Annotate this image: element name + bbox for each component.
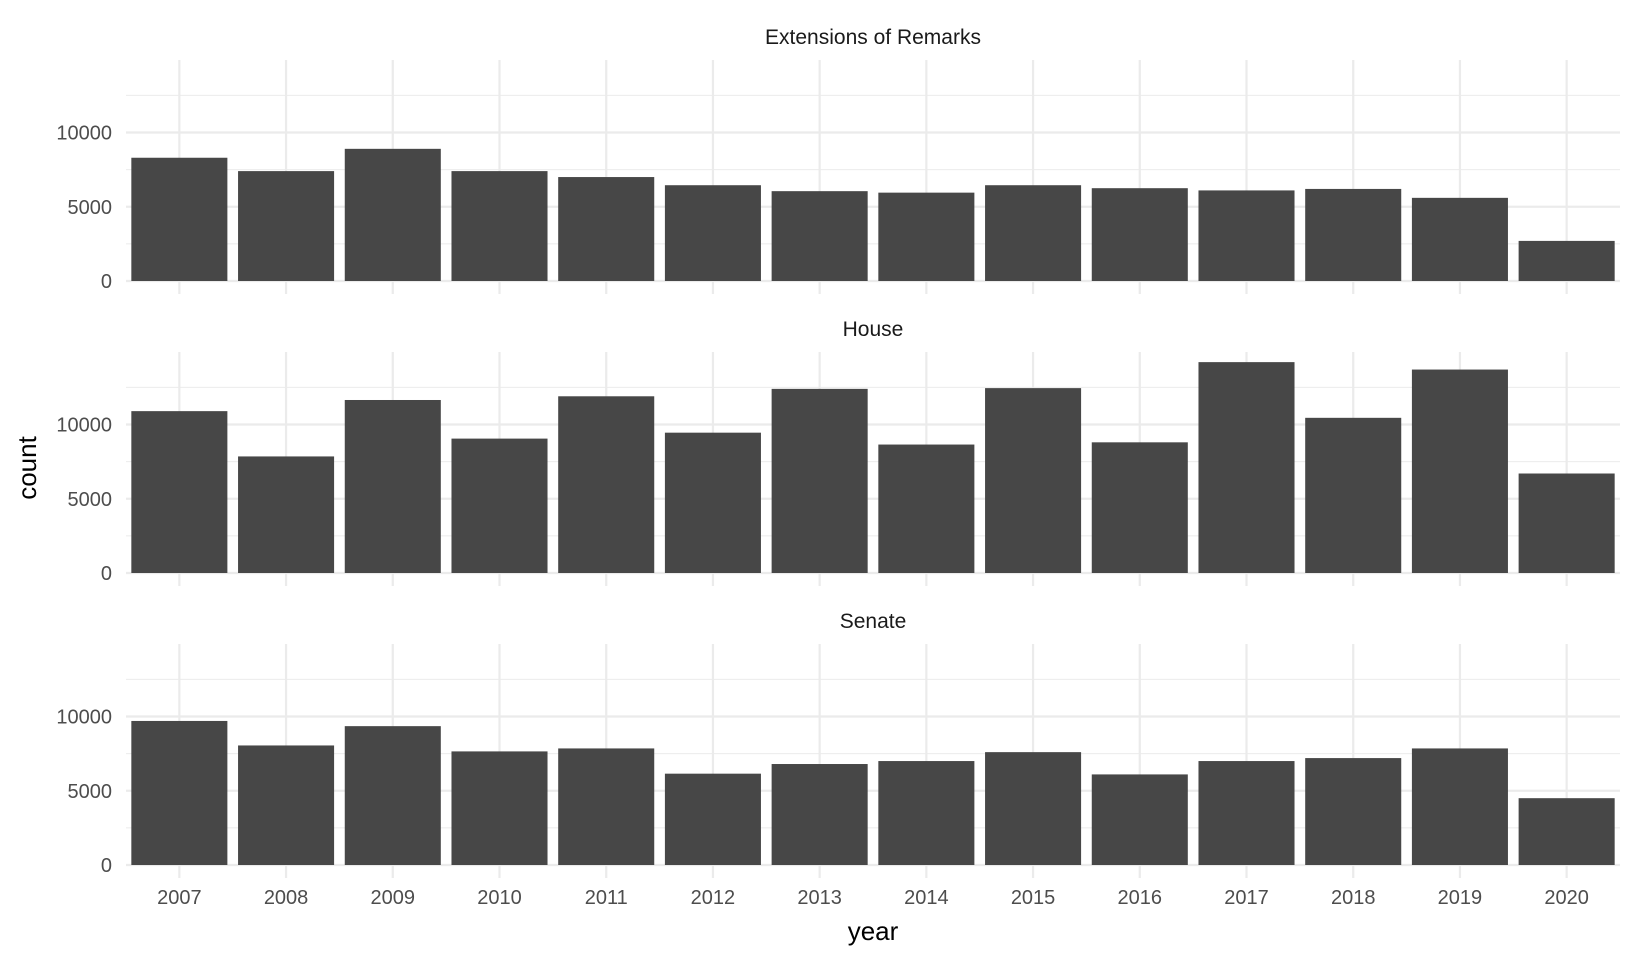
bar-senate-2015 [985, 752, 1082, 865]
y-tick-label: 0 [101, 271, 112, 293]
x-tick-label: 2015 [1011, 887, 1056, 909]
facet-strip-label: Senate [840, 610, 907, 633]
bar-senate-2017 [1198, 761, 1295, 865]
x-tick-label: 2014 [904, 887, 949, 909]
bar-senate-2009 [344, 726, 441, 865]
bar-senate-2012 [664, 773, 761, 865]
facet-strip-label: Extensions of Remarks [765, 26, 981, 49]
bar-extensions-of-remarks-2009 [344, 148, 441, 281]
y-tick-label: 10000 [56, 707, 112, 729]
bar-house-2019 [1411, 369, 1508, 573]
bar-house-2009 [344, 399, 441, 573]
bar-senate-2014 [878, 761, 975, 865]
bar-house-2017 [1198, 362, 1295, 573]
y-tick-label: 10000 [56, 123, 112, 145]
x-tick-label: 2007 [157, 887, 202, 909]
x-tick-label: 2008 [264, 887, 309, 909]
x-tick-label: 2010 [477, 887, 522, 909]
bar-house-2012 [664, 432, 761, 573]
bar-senate-2007 [131, 720, 228, 865]
bar-house-2011 [558, 396, 655, 573]
bar-extensions-of-remarks-2010 [451, 171, 548, 281]
bar-senate-2020 [1518, 798, 1615, 865]
bar-extensions-of-remarks-2018 [1305, 188, 1402, 281]
bar-senate-2011 [558, 748, 655, 865]
x-tick-label: 2012 [691, 887, 736, 909]
bar-house-2015 [985, 388, 1082, 573]
bar-extensions-of-remarks-2015 [985, 185, 1082, 281]
bar-house-2013 [771, 388, 868, 573]
bar-extensions-of-remarks-2020 [1518, 240, 1615, 281]
bar-senate-2010 [451, 751, 548, 865]
bar-house-2016 [1091, 442, 1188, 573]
bar-extensions-of-remarks-2017 [1198, 190, 1295, 281]
y-tick-label: 5000 [68, 197, 113, 219]
bar-senate-2008 [238, 745, 335, 865]
x-tick-label: 2011 [585, 887, 628, 909]
bar-extensions-of-remarks-2011 [558, 177, 655, 281]
y-tick-label: 0 [101, 855, 112, 877]
bar-extensions-of-remarks-2012 [664, 185, 761, 281]
bar-senate-2013 [771, 764, 868, 865]
y-tick-label: 0 [101, 563, 112, 585]
y-axis-title: count [12, 435, 42, 499]
bar-extensions-of-remarks-2008 [238, 171, 335, 281]
x-tick-label: 2009 [371, 887, 416, 909]
bar-extensions-of-remarks-2019 [1411, 197, 1508, 281]
bar-senate-2019 [1411, 748, 1508, 865]
bar-house-2007 [131, 411, 228, 573]
y-tick-label: 10000 [56, 415, 112, 437]
bar-senate-2018 [1305, 758, 1402, 865]
x-tick-label: 2018 [1331, 887, 1376, 909]
x-tick-label: 2016 [1118, 887, 1163, 909]
bar-extensions-of-remarks-2007 [131, 157, 228, 281]
bar-extensions-of-remarks-2016 [1091, 188, 1188, 281]
x-tick-label: 2013 [797, 887, 842, 909]
bar-house-2018 [1305, 417, 1402, 573]
x-tick-label: 2017 [1224, 887, 1269, 909]
y-tick-label: 5000 [68, 781, 113, 803]
x-tick-label: 2019 [1438, 887, 1483, 909]
x-axis-title: year [848, 916, 899, 946]
x-tick-label: 2020 [1544, 887, 1589, 909]
facet-strip-label: House [843, 318, 904, 341]
bar-house-2014 [878, 444, 975, 573]
y-tick-label: 5000 [68, 489, 113, 511]
bar-extensions-of-remarks-2013 [771, 191, 868, 281]
bar-extensions-of-remarks-2014 [878, 192, 975, 281]
bar-house-2020 [1518, 473, 1615, 573]
bar-senate-2016 [1091, 774, 1188, 865]
bar-house-2008 [238, 456, 335, 573]
bar-house-2010 [451, 438, 548, 573]
